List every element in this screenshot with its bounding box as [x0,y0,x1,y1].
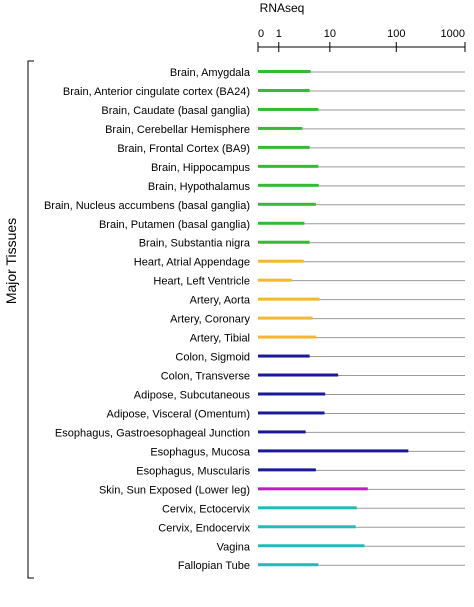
category-label: Adipose, Subcutaneous [134,389,251,401]
bar [258,430,306,434]
bar [258,506,357,510]
x-tick-label: 0 [258,28,264,40]
category-label: Artery, Aorta [190,295,251,307]
bar [258,392,326,396]
category-label: Esophagus, Mucosa [150,446,251,458]
category-label: Skin, Sun Exposed (Lower leg) [99,484,250,496]
category-label: Fallopian Tube [178,560,250,572]
bar [258,259,304,263]
category-label: Heart, Atrial Appendage [134,257,250,269]
group-label: Major Tissues [3,218,19,304]
category-label: Cervix, Ectocervix [162,503,251,515]
bar [258,411,325,415]
bar [258,525,356,529]
bar [258,297,320,301]
category-label: Colon, Transverse [161,371,250,383]
bar [258,221,305,225]
bar [258,316,313,320]
bar [258,70,311,73]
x-axis-ticks: 0 1 10 100 1000 [257,28,466,52]
bar [258,240,310,244]
bar [258,107,319,111]
bar [258,335,317,339]
bar [258,468,316,472]
bar [258,354,310,358]
category-label: Adipose, Visceral (Omentum) [107,408,250,420]
category-label: Brain, Hippocampus [151,162,251,174]
category-label: Colon, Sigmoid [175,352,250,364]
category-label: Artery, Tibial [190,333,250,345]
bar [258,202,316,206]
category-label: Heart, Left Ventricle [153,276,250,288]
bar [258,449,409,453]
bar [258,183,319,187]
category-label: Brain, Substantia nigra [139,238,251,250]
category-label: Artery, Coronary [170,314,250,326]
x-tick-label: 100 [387,28,405,40]
bar [258,373,339,377]
bar [258,164,319,168]
category-label: Brain, Frontal Cortex (BA9) [117,143,250,155]
category-label: Brain, Nucleus accumbens (basal ganglia) [44,200,250,212]
category-label: Brain, Anterior cingulate cortex (BA24) [63,86,250,98]
bar [258,487,368,491]
bar [258,544,365,548]
category-label: Esophagus, Gastroesophageal Junction [55,427,250,439]
bar [258,88,310,92]
bar [258,145,310,149]
chart-title: RNAseq [260,1,305,15]
bar [258,278,292,282]
x-tick-label: 1000 [441,28,465,40]
bar [258,563,319,567]
category-label: Brain, Putamen (basal ganglia) [99,219,250,231]
x-tick-label: 10 [324,28,336,40]
category-label: Esophagus, Muscularis [136,465,250,477]
x-tick-label: 1 [276,28,282,40]
category-label: Brain, Amygdala [170,67,251,79]
category-label: Brain, Caudate (basal ganglia) [101,105,250,117]
category-label: Brain, Hypothalamus [148,181,251,193]
category-label: Vagina [217,541,251,553]
category-label: Brain, Cerebellar Hemisphere [105,124,250,136]
group-bracket [27,60,34,579]
category-label: Cervix, Endocervix [158,522,250,534]
bar [258,126,303,130]
chart-rows: Brain, Amygdala Brain, Anterior cingulate… [44,67,465,572]
